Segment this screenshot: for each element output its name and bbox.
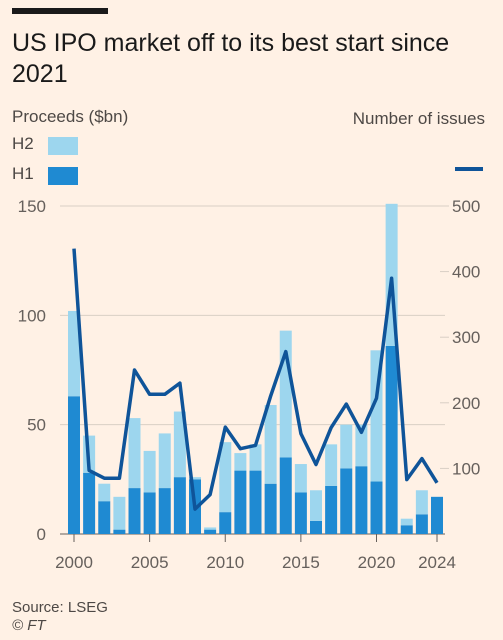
bar-h1 — [279, 457, 292, 534]
left-axis-label: Proceeds ($bn) — [12, 107, 129, 126]
bar-h1 — [415, 514, 428, 534]
bar-h1 — [431, 496, 443, 534]
bar-h1 — [83, 472, 96, 534]
y2-tick-label: 300 — [452, 328, 480, 347]
chart-title: US IPO market off to its best start sinc… — [12, 29, 450, 88]
ft-top-rule — [12, 8, 108, 14]
bar-h2 — [249, 444, 262, 471]
x-tick-label: 2010 — [206, 553, 244, 572]
y2-tick-label: 100 — [452, 459, 480, 478]
bar-h2 — [189, 477, 201, 480]
legend-swatch-h1 — [48, 167, 78, 185]
bar-h2 — [340, 424, 353, 469]
y-tick-label: 0 — [37, 525, 46, 544]
x-tick-label: 2015 — [282, 553, 320, 572]
bar-h2 — [158, 433, 171, 489]
bar-h2 — [234, 453, 247, 471]
y-tick-label: 100 — [18, 306, 46, 325]
bar-h1 — [355, 466, 368, 534]
bar-h2 — [355, 424, 368, 467]
bar-h1 — [249, 470, 262, 534]
bar-h1 — [264, 483, 277, 534]
bar-h2 — [415, 490, 428, 515]
bar-h1 — [294, 492, 307, 534]
bar-h2 — [128, 418, 141, 489]
bar-h1 — [219, 512, 232, 534]
bar-h2 — [400, 518, 413, 526]
legend-label-h1: H1 — [12, 164, 34, 183]
bar-h1 — [143, 492, 156, 534]
source-note: Source: LSEG — [12, 599, 108, 616]
y2-tick-label: 400 — [452, 263, 480, 282]
issues-line — [72, 248, 439, 511]
bar-h2 — [204, 527, 217, 530]
ft-credit: © FT — [12, 617, 46, 634]
bar-h2 — [143, 450, 156, 493]
bar-h2 — [68, 310, 80, 397]
legend-swatch-h2 — [48, 137, 78, 155]
bar-h1 — [340, 468, 353, 534]
bar-h2 — [325, 444, 338, 486]
bar-h1 — [113, 529, 126, 534]
bar-h1 — [98, 501, 111, 534]
bar-h1 — [128, 488, 141, 534]
bar-h1 — [370, 481, 383, 534]
bar-h1 — [325, 485, 338, 534]
y-tick-label: 50 — [27, 416, 46, 435]
bar-h2 — [279, 330, 292, 458]
y2-tick-label: 200 — [452, 394, 480, 413]
bar-h2 — [294, 464, 307, 493]
bar-h1 — [385, 345, 398, 534]
bar-h2 — [98, 483, 111, 502]
bar-h2 — [310, 490, 322, 521]
bar-h2 — [219, 442, 232, 513]
x-tick-label: 2024 — [418, 553, 456, 572]
bar-h2 — [264, 404, 277, 484]
bar-h2 — [113, 496, 126, 530]
legend-label-h2: H2 — [12, 134, 34, 153]
bar-h1 — [310, 520, 322, 534]
legend-line-issues — [455, 167, 483, 171]
x-tick-label: 2000 — [55, 553, 93, 572]
bar-h1 — [400, 525, 413, 534]
y2-tick-label: 500 — [452, 197, 480, 216]
bar-h2 — [173, 411, 186, 478]
bar-h1 — [68, 396, 80, 534]
x-tick-label: 2005 — [131, 553, 169, 572]
x-tick-label: 2020 — [358, 553, 396, 572]
bar-h1 — [204, 529, 217, 534]
bar-h1 — [234, 470, 247, 534]
bar-h1 — [158, 488, 171, 534]
right-axis-label: Number of issues — [352, 109, 485, 128]
bar-h1 — [173, 477, 186, 534]
y-tick-label: 150 — [18, 197, 46, 216]
